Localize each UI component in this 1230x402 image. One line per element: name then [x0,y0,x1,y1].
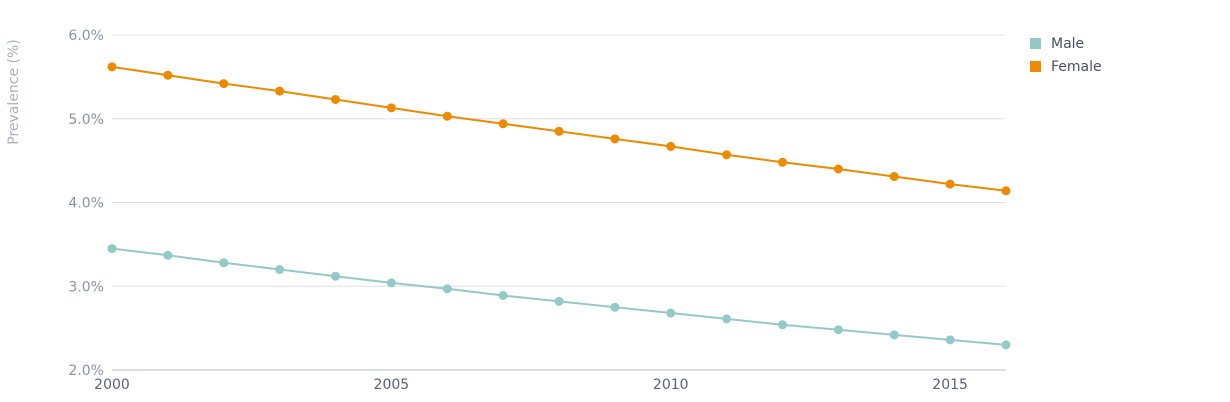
y-axis-title: Prevalence (%) [6,39,22,145]
female-data-point[interactable] [107,62,117,72]
male-series-line [111,247,1007,346]
female-data-point[interactable] [386,103,396,113]
female-data-point[interactable] [1001,186,1011,196]
legend-swatch [1030,61,1041,72]
female-data-point[interactable] [331,94,340,104]
male-data-point[interactable] [107,244,117,254]
female-data-point[interactable] [554,126,564,136]
female-data-point[interactable] [219,79,229,89]
female-data-point[interactable] [163,70,173,80]
y-tick-label: 4.0% [68,196,104,212]
male-data-point[interactable] [722,314,732,324]
legend[interactable]: Male Female [1030,36,1102,75]
male-data-point[interactable] [945,335,955,345]
male-data-point[interactable] [498,290,508,300]
series-female [107,62,1011,196]
male-data-point[interactable] [833,325,843,335]
male-data-point[interactable] [219,258,229,268]
male-data-point[interactable] [386,278,396,288]
legend-item-female[interactable]: Female [1030,59,1102,75]
female-data-point[interactable] [666,141,676,151]
legend-label: Male [1051,36,1084,52]
legend-label: Female [1051,59,1102,75]
legend-swatch [1030,38,1041,49]
female-data-point[interactable] [610,134,620,144]
y-tick-label: 6.0% [68,28,104,44]
male-data-point[interactable] [666,308,676,318]
female-data-point[interactable] [442,111,452,121]
y-tick-label: 2.0% [68,363,104,379]
male-data-point[interactable] [331,271,340,281]
series-male [107,244,1011,350]
female-data-point[interactable] [722,150,732,160]
female-data-point[interactable] [275,86,285,96]
gridlines [112,34,1006,371]
male-data-point[interactable] [1001,340,1011,350]
plot-area [107,62,1011,350]
male-data-point[interactable] [163,250,173,260]
male-data-point[interactable] [275,265,285,274]
x-tick-label: 2010 [653,377,689,393]
female-data-point[interactable] [833,164,843,174]
x-axis: 2000 2005 2010 2015 [94,377,968,393]
male-data-point[interactable] [889,330,899,340]
male-data-point[interactable] [554,296,564,306]
y-axis: 2.0% 3.0% 4.0% 5.0% 6.0% [68,28,104,379]
male-data-point[interactable] [442,284,452,294]
x-tick-label: 2015 [932,377,968,393]
y-tick-label: 3.0% [68,279,104,295]
legend-item-male[interactable]: Male [1030,36,1084,52]
x-tick-label: 2000 [94,377,130,393]
female-data-point[interactable] [778,157,787,167]
male-data-point[interactable] [778,320,787,330]
male-data-point[interactable] [610,302,620,312]
y-tick-label: 5.0% [68,112,104,128]
female-data-point[interactable] [498,119,508,129]
female-data-point[interactable] [945,179,955,189]
female-data-point[interactable] [889,172,899,182]
x-tick-label: 2005 [374,377,410,393]
